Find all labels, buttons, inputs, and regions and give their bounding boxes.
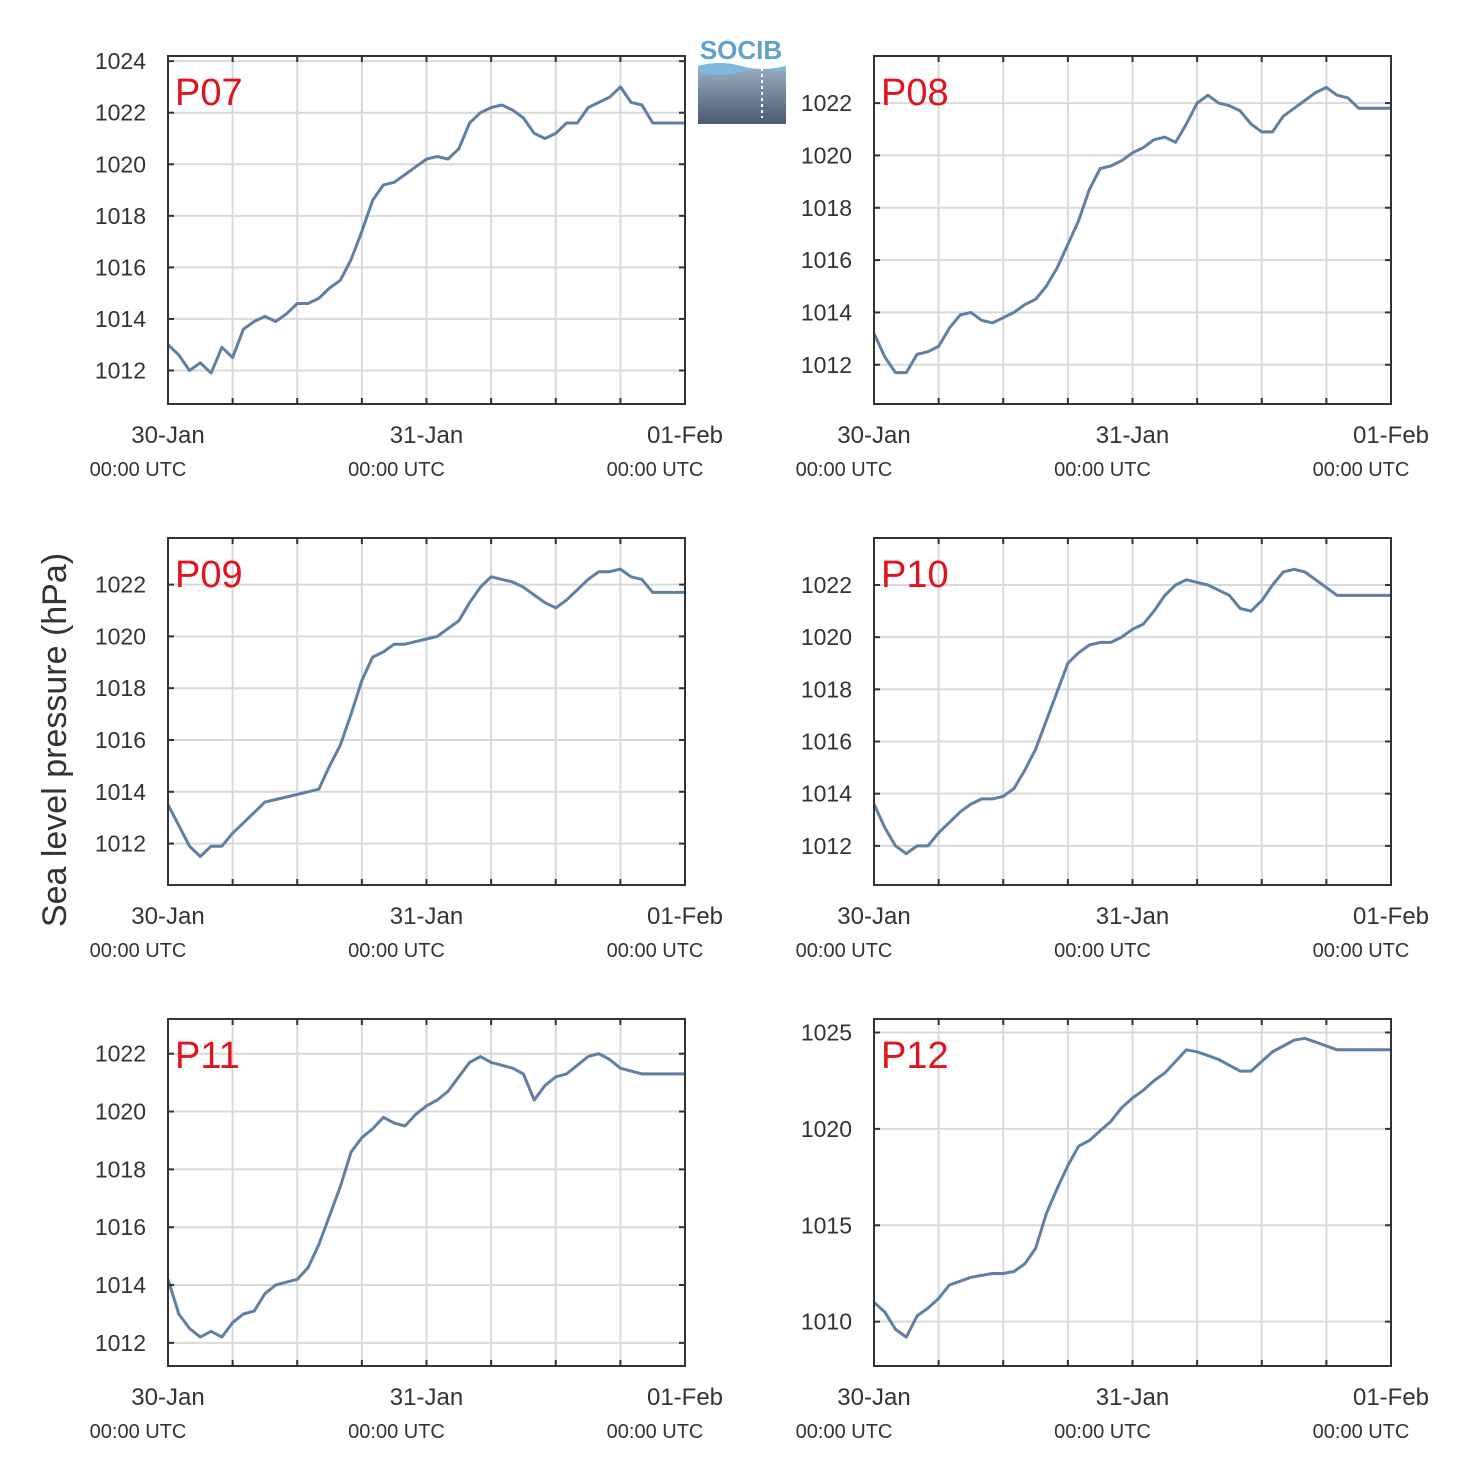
panels: 1012 1014 1016 1018 1020 1022 1024 30-Jan 00:00 … [90, 48, 1429, 1443]
x-tick-label: 31-Jan [390, 903, 463, 930]
y-tick-label: 1014 [95, 306, 146, 332]
y-tick-label: 1012 [801, 352, 852, 378]
x-tick-label: 01-Feb [647, 422, 723, 449]
logo-text: SOCIB [700, 35, 782, 65]
x-tick-label: 30-Jan [131, 903, 204, 930]
socib-logo: SOCIB [698, 35, 786, 124]
panel-label: P11 [175, 1035, 240, 1077]
y-tick-label: 1020 [95, 623, 146, 649]
y-tick-label: 1014 [95, 779, 146, 805]
y-tick-label: 1015 [801, 1212, 852, 1238]
x-tick-sublabel: 00:00 UTC [90, 940, 187, 962]
panel-label: P12 [881, 1035, 949, 1077]
x-tick-label: 30-Jan [837, 422, 910, 449]
y-tick-label: 1024 [95, 48, 146, 74]
series-line-p09 [166, 567, 685, 858]
x-tick-label: 31-Jan [390, 1384, 463, 1411]
panel-p09: 1012 1014 1016 1018 1020 1022 30-Jan 00:00 UTC 3… [90, 537, 723, 962]
x-tick-sublabel: 00:00 UTC [348, 1421, 445, 1443]
panel-label: P07 [175, 72, 243, 114]
y-tick-label: 1016 [95, 1214, 146, 1240]
panel-p11: 1012 1014 1016 1018 1020 1022 30-Jan 00:00 UTC 3… [90, 1018, 723, 1443]
x-tick-sublabel: 00:00 UTC [607, 1421, 704, 1443]
y-tick-label: 1014 [801, 299, 852, 325]
y-tick-label: 1012 [95, 831, 146, 857]
y-tick-label: 1016 [801, 729, 852, 755]
x-tick-label: 31-Jan [1096, 1384, 1169, 1411]
y-tick-label: 1018 [801, 195, 852, 221]
x-tick-sublabel: 00:00 UTC [1054, 459, 1151, 481]
y-tick-label: 1016 [801, 247, 852, 273]
panel-label: P08 [881, 72, 949, 114]
x-tick-label: 30-Jan [837, 903, 910, 930]
panel-p12: 1010 1015 1020 1025 30-Jan 00:00 UTC 31-Jan 00:… [796, 1018, 1429, 1443]
y-tick-label: 1022 [801, 90, 852, 116]
panel-p10: 1012 1014 1016 1018 1020 1022 30-Jan 00:00 UTC 3… [796, 537, 1429, 962]
y-tick-label: 1025 [801, 1019, 852, 1045]
x-tick-label: 31-Jan [1096, 422, 1169, 449]
x-tick-sublabel: 00:00 UTC [796, 1421, 893, 1443]
x-tick-label: 01-Feb [647, 1384, 723, 1411]
y-tick-label: 1012 [95, 357, 146, 383]
y-tick-label: 1022 [801, 572, 852, 598]
y-tick-label: 1010 [801, 1309, 852, 1335]
x-tick-label: 01-Feb [1353, 422, 1429, 449]
y-tick-label: 1018 [95, 675, 146, 701]
x-tick-sublabel: 00:00 UTC [1313, 940, 1410, 962]
x-tick-label: 30-Jan [131, 1384, 204, 1411]
y-tick-label: 1020 [95, 151, 146, 177]
x-tick-label: 31-Jan [1096, 903, 1169, 930]
x-tick-sublabel: 00:00 UTC [1313, 1421, 1410, 1443]
x-tick-sublabel: 00:00 UTC [607, 459, 704, 481]
x-tick-sublabel: 00:00 UTC [90, 1421, 187, 1443]
x-tick-sublabel: 00:00 UTC [607, 940, 704, 962]
y-tick-label: 1018 [95, 203, 146, 229]
y-tick-label: 1016 [95, 254, 146, 280]
y-tick-label: 1018 [801, 676, 852, 702]
x-tick-sublabel: 00:00 UTC [90, 459, 187, 481]
y-tick-label: 1020 [801, 142, 852, 168]
y-tick-label: 1018 [95, 1156, 146, 1182]
panel-label: P10 [881, 554, 949, 596]
panel-p07: 1012 1014 1016 1018 1020 1022 1024 30-Jan 00:00 … [90, 48, 723, 481]
series-line-p11 [166, 1052, 685, 1339]
y-tick-label: 1022 [95, 572, 146, 598]
y-tick-label: 1014 [801, 781, 852, 807]
x-tick-sublabel: 00:00 UTC [348, 940, 445, 962]
series-line-p07 [166, 85, 685, 375]
series-line-p12 [873, 1036, 1391, 1339]
y-axis-label: Sea level pressure (hPa) [36, 553, 74, 927]
y-tick-label: 1020 [801, 1116, 852, 1142]
logo-wave-crest [698, 63, 786, 75]
x-tick-sublabel: 00:00 UTC [1054, 1421, 1151, 1443]
x-tick-label: 01-Feb [1353, 1384, 1429, 1411]
panel-label: P09 [175, 554, 243, 596]
series-line-p10 [872, 567, 1391, 856]
x-tick-label: 01-Feb [647, 903, 723, 930]
x-tick-sublabel: 00:00 UTC [348, 459, 445, 481]
x-tick-sublabel: 00:00 UTC [796, 459, 893, 481]
logo-wave [698, 63, 786, 124]
y-tick-label: 1020 [801, 624, 852, 650]
y-tick-label: 1012 [801, 833, 852, 859]
y-tick-label: 1020 [95, 1099, 146, 1125]
x-tick-label: 31-Jan [390, 422, 463, 449]
x-tick-label: 30-Jan [131, 422, 204, 449]
series-line-p08 [872, 85, 1391, 375]
x-tick-label: 01-Feb [1353, 903, 1429, 930]
y-tick-label: 1016 [95, 727, 146, 753]
y-tick-label: 1014 [95, 1272, 146, 1298]
x-tick-label: 30-Jan [837, 1384, 910, 1411]
y-tick-label: 1012 [95, 1330, 146, 1356]
panel-p08: 1012 1014 1016 1018 1020 1022 30-Jan 00:00 UTC 3… [796, 55, 1429, 481]
x-tick-sublabel: 00:00 UTC [1313, 459, 1410, 481]
y-tick-label: 1022 [95, 100, 146, 126]
x-tick-sublabel: 00:00 UTC [1054, 940, 1151, 962]
x-tick-sublabel: 00:00 UTC [796, 940, 893, 962]
y-tick-label: 1022 [95, 1041, 146, 1067]
